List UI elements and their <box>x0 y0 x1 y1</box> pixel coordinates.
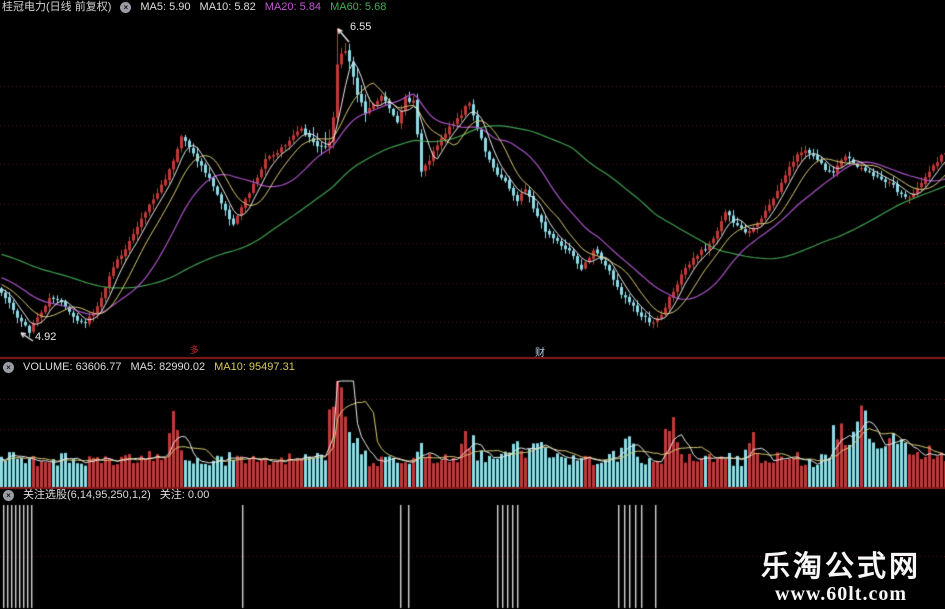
price-low-label: 4.92 <box>35 331 57 343</box>
collapse-volume-pane-icon[interactable]: × <box>3 362 14 373</box>
watermark-site-name: 乐淘公式网 <box>760 551 921 583</box>
volume-pane-header: × VOLUME: 63606.77 MA5: 82990.02 MA10: 9… <box>3 361 295 374</box>
ma20-legend: MA20: 5.84 <box>264 1 322 13</box>
indicator-value: 关注: 0.00 <box>159 489 210 501</box>
marker-cai: 财 <box>535 348 545 359</box>
indicator-formula: 关注选股(6,14,95,250,1,2) <box>23 489 151 501</box>
marker-duo: 多 <box>190 345 200 355</box>
volume-ma10-legend: MA10: 95497.31 <box>214 361 295 373</box>
watermark-url: www.60lt.com <box>775 583 907 605</box>
volume-legend: VOLUME: 63606.77 <box>23 361 122 373</box>
ma5-legend: MA5: 5.90 <box>140 1 191 13</box>
collapse-price-pane-icon[interactable]: × <box>120 2 132 13</box>
watermark: 乐淘公式网 www.60lt.com <box>760 551 921 606</box>
price-high-label: 6.55 <box>350 21 372 33</box>
indicator-pane-header: × 关注选股(6,14,95,250,1,2) 关注: 0.00 <box>3 489 209 502</box>
volume-ma5-legend: MA5: 82990.02 <box>130 361 206 373</box>
price-pane-header: 桂冠电力(日线 前复权) × MA5: 5.90 MA10: 5.82 MA20… <box>2 1 386 14</box>
collapse-indicator-pane-icon[interactable]: × <box>3 490 14 501</box>
ma60-legend: MA60: 5.68 <box>330 1 387 13</box>
stock-title: 桂冠电力(日线 前复权) <box>2 1 112 13</box>
ma10-legend: MA10: 5.82 <box>199 1 256 13</box>
